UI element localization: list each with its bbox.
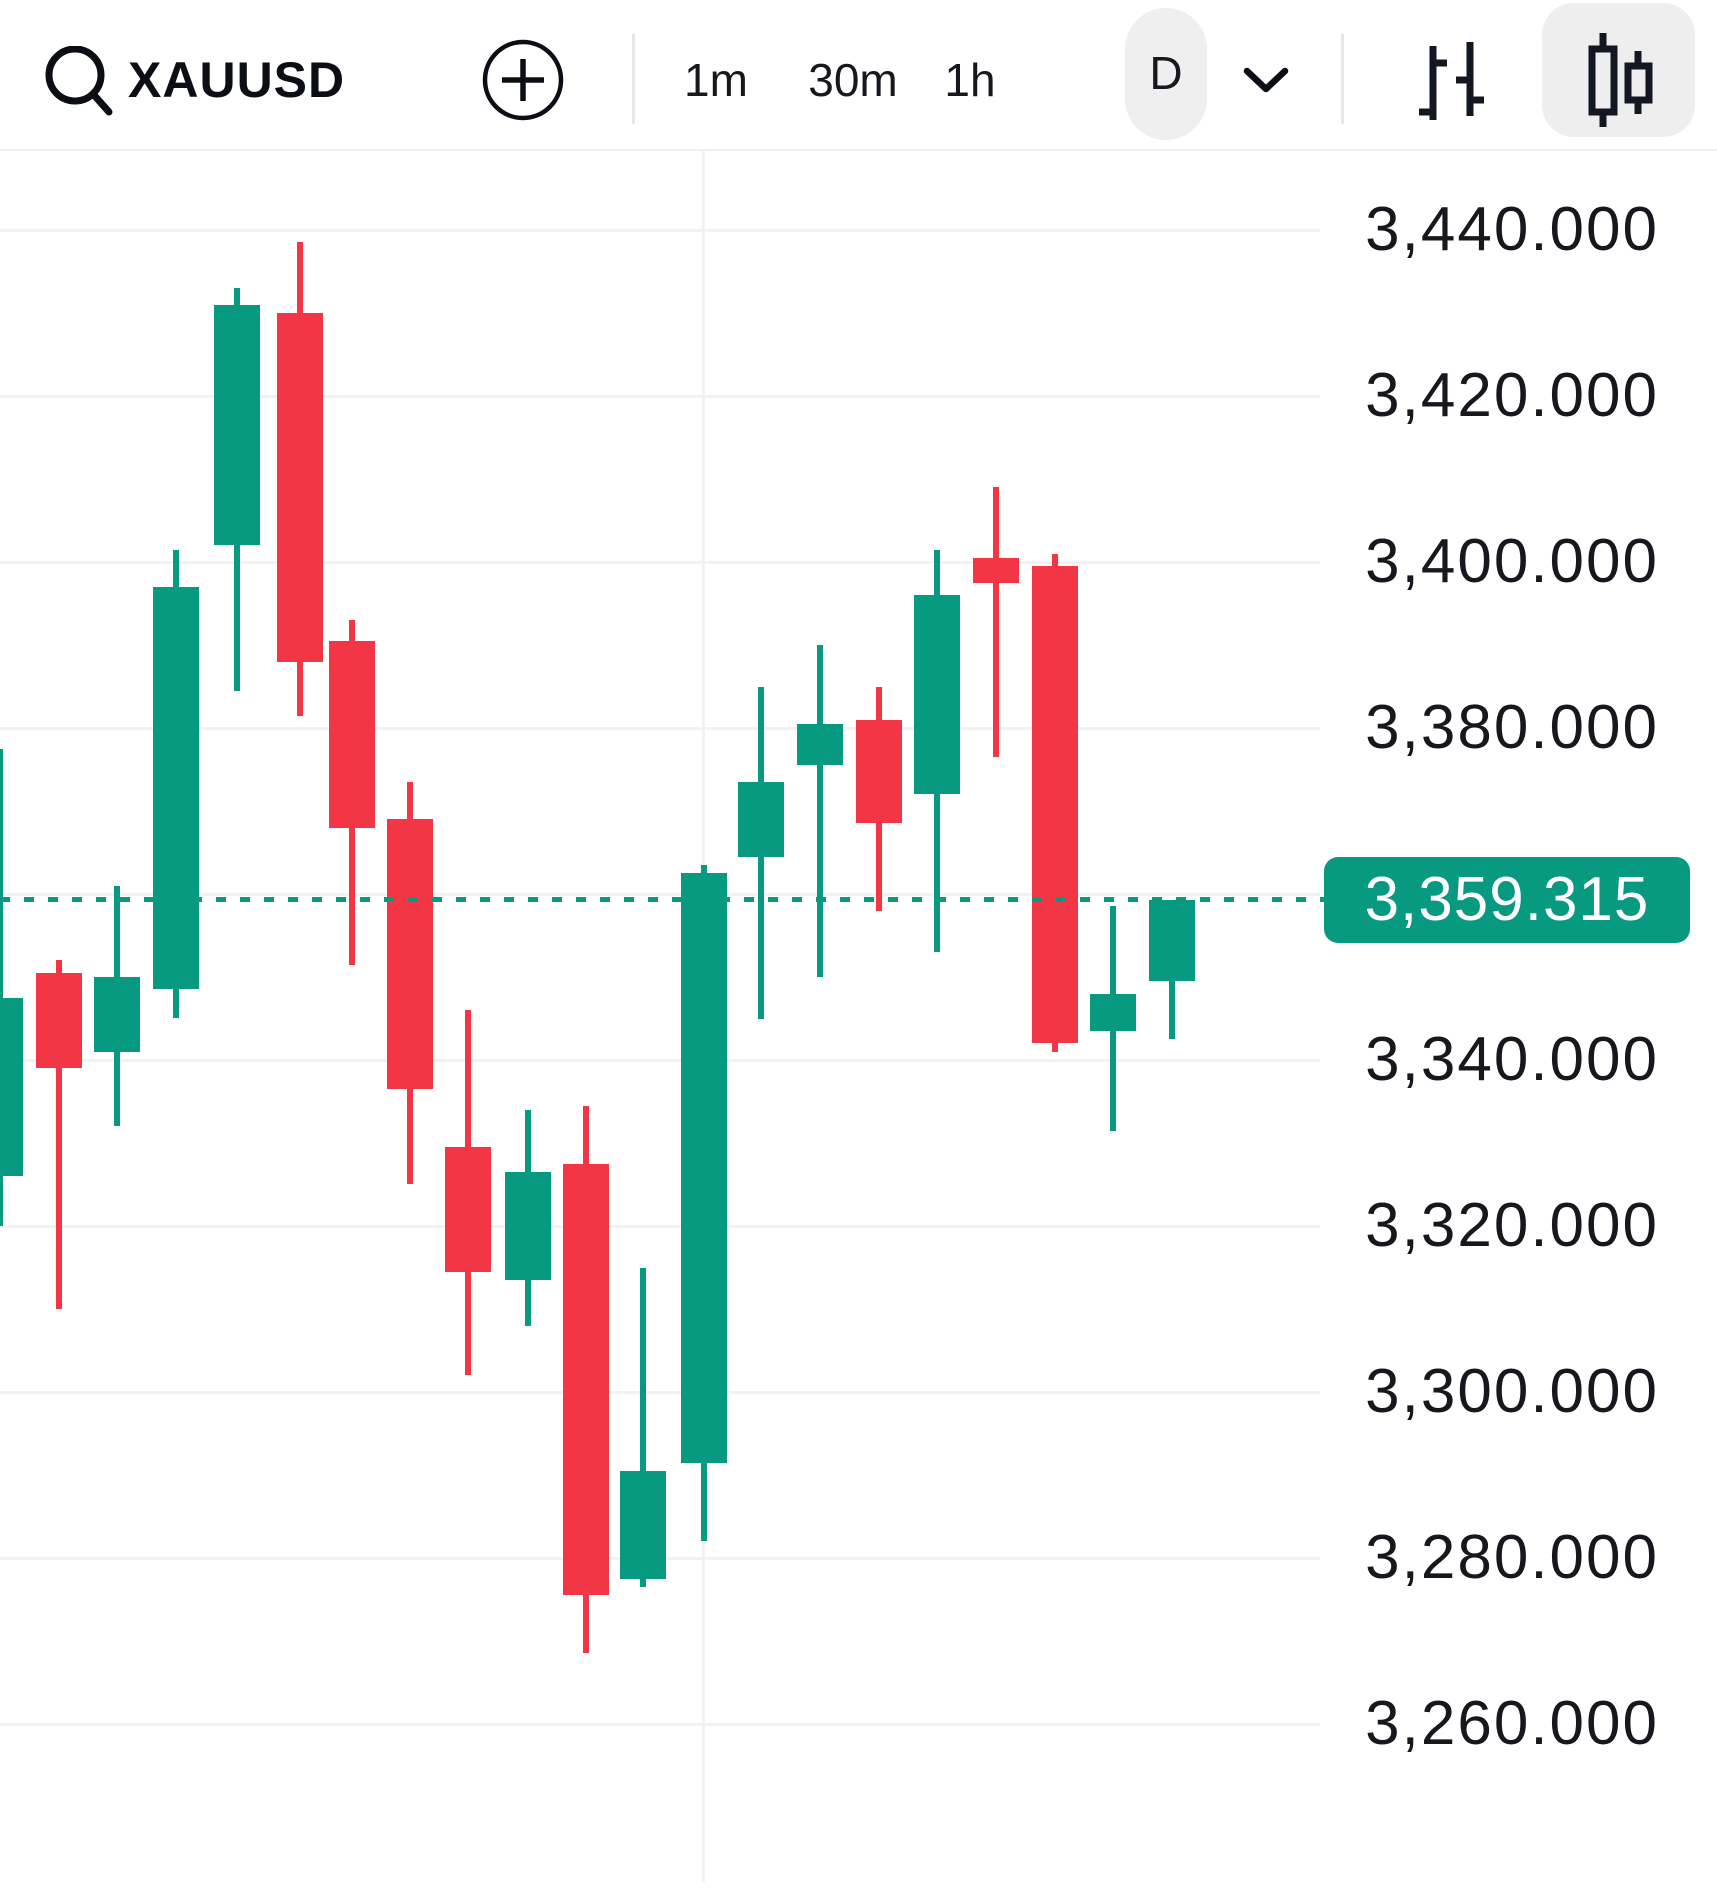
price-axis-label: 3,400.000 bbox=[1365, 527, 1659, 596]
candle bbox=[563, 1163, 609, 1596]
timeframe-d-label: D bbox=[1149, 46, 1183, 99]
candle bbox=[329, 640, 375, 828]
candle-wick bbox=[817, 645, 823, 977]
current-price-label: 3,359.315 bbox=[1324, 856, 1690, 943]
horizontal-gridline bbox=[0, 1722, 1320, 1726]
candle bbox=[153, 586, 199, 990]
bars-icon bbox=[1419, 42, 1484, 120]
candle bbox=[797, 723, 843, 766]
timeframe-button-30m[interactable]: 30m bbox=[808, 54, 898, 106]
candle-wick bbox=[640, 1267, 646, 1588]
chart-type-bars-button[interactable] bbox=[1412, 36, 1488, 126]
candle bbox=[1149, 899, 1195, 982]
symbol-title[interactable]: XAUUSD bbox=[128, 52, 346, 108]
price-axis-label: 3,280.000 bbox=[1365, 1523, 1659, 1592]
horizontal-gridline bbox=[0, 1224, 1320, 1228]
price-axis-label: 3,260.000 bbox=[1365, 1689, 1659, 1758]
horizontal-gridline bbox=[0, 394, 1320, 398]
candle-wick bbox=[0, 748, 3, 1226]
candle bbox=[914, 595, 960, 795]
candle bbox=[856, 719, 902, 824]
candles-icon bbox=[1588, 33, 1653, 127]
horizontal-gridline bbox=[0, 1390, 1320, 1394]
compare-plus-button[interactable] bbox=[481, 38, 565, 122]
toolbar: XAUUSD 1m 30m 1h D bbox=[0, 0, 1717, 151]
horizontal-gridline bbox=[0, 560, 1320, 564]
search-icon[interactable] bbox=[44, 46, 114, 116]
candle-wick bbox=[56, 960, 62, 1309]
timeframe-button-d-active[interactable]: D bbox=[1125, 8, 1207, 140]
timeframe-button-1h[interactable]: 1h bbox=[944, 54, 996, 106]
horizontal-gridline bbox=[0, 726, 1320, 730]
chart-type-candles-button-active[interactable] bbox=[1542, 3, 1695, 137]
horizontal-gridline bbox=[0, 892, 1320, 896]
candle bbox=[277, 313, 323, 662]
price-axis-label: 3,380.000 bbox=[1365, 693, 1659, 762]
horizontal-gridline bbox=[0, 228, 1320, 232]
candle bbox=[681, 873, 727, 1463]
candle bbox=[738, 781, 784, 857]
price-axis-label: 3,300.000 bbox=[1365, 1357, 1659, 1426]
toolbar-separator bbox=[632, 34, 635, 124]
price-axis-label: 3,320.000 bbox=[1365, 1191, 1659, 1260]
candle bbox=[1090, 993, 1136, 1031]
chevron-down-icon[interactable] bbox=[1243, 66, 1289, 94]
candle bbox=[387, 819, 433, 1090]
candle bbox=[0, 997, 23, 1177]
candle bbox=[1032, 566, 1078, 1044]
candle bbox=[620, 1470, 666, 1579]
candle bbox=[36, 972, 82, 1069]
candle bbox=[94, 977, 140, 1052]
price-axis-label: 3,440.000 bbox=[1365, 195, 1659, 264]
candle bbox=[445, 1147, 491, 1272]
current-price-line bbox=[0, 897, 1324, 903]
candle bbox=[505, 1172, 551, 1280]
candle bbox=[973, 557, 1019, 583]
horizontal-gridline bbox=[0, 1058, 1320, 1062]
candle-wick bbox=[993, 487, 999, 758]
toolbar-separator bbox=[1341, 34, 1344, 124]
candle bbox=[214, 304, 260, 546]
timeframe-button-1m[interactable]: 1m bbox=[684, 54, 748, 106]
price-axis-label: 3,340.000 bbox=[1365, 1025, 1659, 1094]
price-axis-label: 3,420.000 bbox=[1365, 361, 1659, 430]
